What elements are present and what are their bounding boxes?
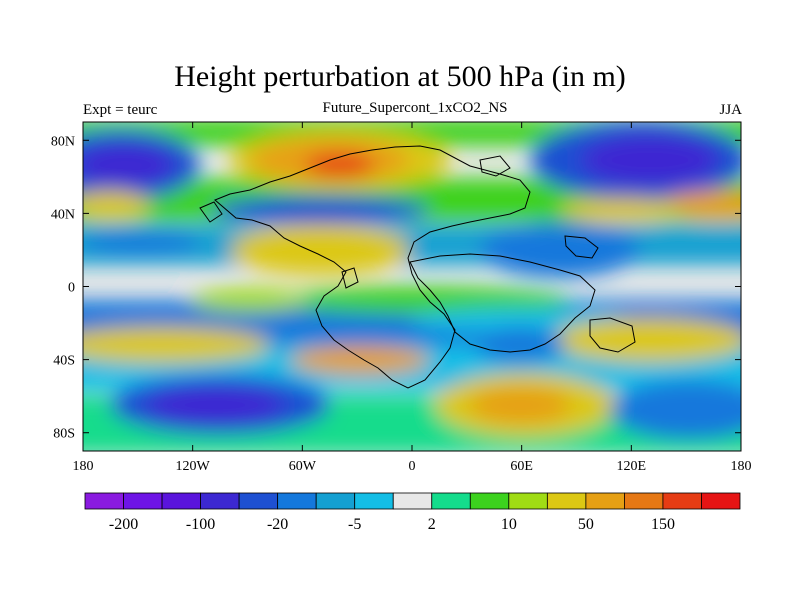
colorbar-swatch bbox=[354, 492, 394, 510]
contour-high bbox=[305, 153, 375, 177]
contour-low bbox=[475, 327, 565, 363]
colorbar-swatch bbox=[238, 492, 279, 510]
page-title: Height perturbation at 500 hPa (in m) bbox=[174, 60, 626, 93]
contour-high bbox=[560, 198, 680, 222]
experiment-label: Expt = teurc bbox=[83, 102, 158, 118]
season-label: JJA bbox=[719, 102, 742, 118]
colorbar-label: -20 bbox=[267, 516, 288, 533]
contour-low bbox=[610, 380, 741, 440]
colorbar-swatch bbox=[469, 492, 510, 510]
contour-low bbox=[480, 222, 640, 278]
island-coast bbox=[589, 317, 636, 353]
island-coast bbox=[479, 155, 511, 177]
colorbar-swatch bbox=[546, 492, 587, 510]
contour-high bbox=[83, 327, 270, 363]
contour-low bbox=[83, 145, 175, 185]
colorbar-swatch bbox=[508, 492, 548, 510]
contour-low bbox=[580, 135, 720, 185]
x-tick-label: 180 bbox=[731, 459, 752, 474]
supercontinent-coast bbox=[214, 145, 531, 389]
colorbar-label: 150 bbox=[651, 516, 675, 533]
colorbar-swatch bbox=[585, 492, 625, 510]
y-tick-label: 40N bbox=[51, 207, 75, 222]
colorbar-label: 2 bbox=[428, 516, 436, 533]
x-tick-label: 120W bbox=[176, 459, 211, 474]
colorbar-swatch bbox=[277, 492, 317, 510]
colorbar-label: -200 bbox=[109, 516, 138, 533]
colorbar-label: -5 bbox=[348, 516, 361, 533]
colorbar-swatch bbox=[315, 492, 356, 510]
contour-high bbox=[550, 318, 741, 362]
y-axis: 80N 40N 0 40S 80S bbox=[51, 134, 741, 442]
colorbar-label: 50 bbox=[578, 516, 594, 533]
contour-high bbox=[660, 191, 741, 219]
x-tick-label: 0 bbox=[409, 459, 416, 474]
island-coast bbox=[199, 201, 223, 223]
contour-low bbox=[145, 387, 285, 423]
x-tick-label: 60W bbox=[289, 459, 317, 474]
colorbar-swatch bbox=[662, 492, 702, 510]
contour-high bbox=[190, 288, 310, 312]
contour-band bbox=[270, 286, 570, 314]
colorbar-swatch bbox=[123, 492, 163, 510]
contour-low bbox=[210, 196, 430, 224]
x-axis: 180 120W 60W 0 60E 120E 180 bbox=[73, 122, 752, 474]
island-coast bbox=[564, 235, 599, 259]
colorbar-label: -100 bbox=[186, 516, 215, 533]
island-coast bbox=[341, 267, 359, 289]
colorbar-swatch bbox=[392, 492, 433, 510]
colorbar-swatch bbox=[200, 492, 240, 510]
experiment-subtitle: Future_Supercont_1xCO2_NS bbox=[322, 100, 508, 116]
x-tick-label: 120E bbox=[617, 459, 647, 474]
colorbar-swatch bbox=[701, 492, 741, 510]
x-tick-label: 180 bbox=[73, 459, 94, 474]
y-tick-label: 80N bbox=[51, 134, 75, 149]
eastern-landmass-coast bbox=[409, 253, 596, 353]
y-tick-label: 40S bbox=[53, 354, 75, 369]
colorbar-label: 10 bbox=[501, 516, 517, 533]
contour-low bbox=[83, 230, 200, 254]
contour-high bbox=[83, 191, 150, 219]
y-tick-label: 0 bbox=[68, 281, 75, 296]
colorbar-swatch bbox=[161, 492, 201, 510]
contour-field bbox=[83, 122, 741, 451]
colorbar: -200 -100 -20 -5 2 10 50 150 bbox=[84, 492, 741, 533]
continent-outline bbox=[199, 145, 636, 389]
colorbar-swatch bbox=[84, 492, 124, 510]
contour-high bbox=[230, 225, 410, 275]
colorbar-swatch bbox=[624, 492, 664, 510]
colorbar-swatch bbox=[431, 492, 471, 510]
contour-high bbox=[290, 346, 430, 374]
y-tick-label: 80S bbox=[53, 427, 75, 442]
contour-high bbox=[470, 387, 570, 423]
x-tick-label: 60E bbox=[510, 459, 533, 474]
